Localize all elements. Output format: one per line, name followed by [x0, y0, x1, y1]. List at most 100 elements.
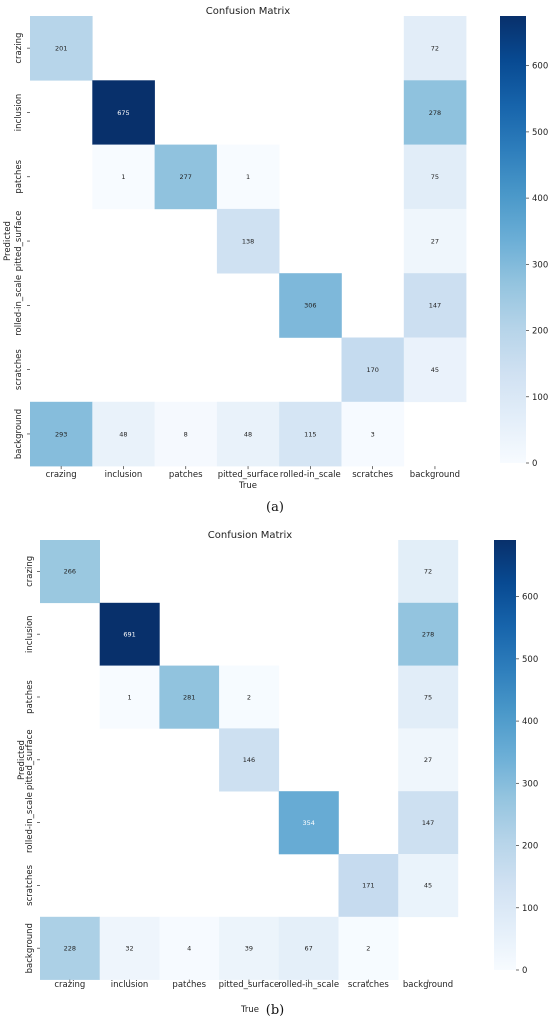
x-tick-inclusion: inclusion [105, 470, 143, 480]
cell-value: 201 [55, 44, 67, 52]
y-tick-labels: crazing inclusion patches pitted_surfacerol… [25, 556, 40, 973]
cell-value: 115 [304, 430, 316, 438]
chart-title: Confusion Matrix [206, 6, 290, 17]
colorbar-gradient [494, 540, 516, 970]
colorbar: 0 100 200 300 400 500 600 [500, 16, 548, 469]
cell-background-pitted_surface [219, 916, 280, 980]
cell-inclusion-background [398, 602, 459, 666]
y-tick-labels: crazing inclusion patches pitted_surfacerol… [14, 33, 30, 459]
colorbar-tick-label: 600 [522, 593, 538, 603]
x-tick-scratches: scratches [348, 980, 389, 990]
x-tick-crazing: crazing [54, 980, 85, 990]
chart-title: Confusion Matrix [208, 530, 292, 541]
cell-scratches-background [403, 337, 467, 403]
cell-value: 48 [244, 430, 252, 438]
cell-patches-background [398, 665, 459, 729]
cell-value: 354 [302, 819, 314, 827]
y-axis-label: Predicted [17, 740, 27, 780]
cell-value: 72 [424, 568, 432, 576]
colorbar-gradient [500, 16, 526, 463]
cell-crazing-crazing [30, 16, 93, 81]
cell-value: 228 [64, 945, 76, 953]
cell-value: 67 [305, 945, 313, 953]
colorbar-tick-label: 100 [532, 393, 548, 403]
cell-patches-inclusion [92, 144, 155, 210]
cell-patches-inclusion [99, 665, 160, 729]
y-axis-label: Predicted [3, 221, 13, 261]
y-tick-background: background [25, 923, 35, 973]
cell-pitted_surface-pitted_surface [216, 208, 280, 274]
cell-patches-pitted_surface [216, 144, 280, 210]
cell-crazing-crazing [40, 540, 100, 604]
y-tick-patches: patches [25, 680, 35, 714]
caption-a: (a) [266, 500, 284, 515]
cell-scratches-scratches [341, 337, 405, 403]
cell-crazing-background [403, 16, 467, 81]
cell-value: 48 [119, 430, 127, 438]
matrix-cells: 266 72 691 278 1 281 2 75 146 27 354 147 171 45 228 32 4… [40, 540, 459, 980]
cell-value: 146 [243, 756, 255, 764]
colorbar-tick-label: 0 [522, 966, 527, 976]
cell-background-inclusion [92, 401, 155, 467]
y-tick-pitted_surface: pitted_surface [25, 729, 35, 790]
cell-background-rolled-in_scale [278, 916, 339, 980]
cell-value: 171 [362, 882, 374, 890]
cell-pitted_surface-background [403, 208, 467, 274]
cell-pitted_surface-background [398, 728, 459, 792]
cell-background-inclusion [99, 916, 160, 980]
cell-value: 8 [184, 430, 188, 438]
x-tick-labels: crazing inclusion patches pitted_surfacerol… [54, 979, 453, 990]
x-tick-rolled-in_scale: rolled-in_scale [280, 470, 341, 480]
x-tick-pitted_surface: pitted_surface [219, 980, 280, 990]
cell-value: 691 [123, 631, 135, 639]
cell-background-scratches [341, 401, 405, 467]
y-tick-scratches: scratches [14, 349, 24, 390]
matrix-cells: 201 72 675 278 1 277 1 75 138 27 306 147 170 45 293 48 8… [30, 16, 467, 467]
colorbar-tick-label: 200 [522, 842, 538, 852]
cell-value: 2 [366, 945, 370, 953]
cell-value: 45 [431, 366, 439, 374]
cell-rolled-in_scale-rolled-in_scale [278, 791, 339, 855]
cell-value: 675 [117, 109, 129, 117]
colorbar-tick-label: 0 [532, 459, 537, 469]
x-tick-pitted_surface: pitted_surface [218, 470, 279, 480]
cell-value: 3 [371, 430, 375, 438]
y-tick-crazing: crazing [14, 33, 24, 64]
x-tick-inclusion: inclusion [111, 980, 149, 990]
cell-background-patches [159, 916, 220, 980]
cell-value: 293 [55, 430, 67, 438]
cell-value: 1 [246, 173, 250, 181]
y-tick-inclusion: inclusion [14, 94, 24, 132]
colorbar-tick-label: 400 [532, 194, 548, 204]
colorbar-tick-label: 300 [532, 260, 548, 270]
x-tick-patches: patches [172, 980, 206, 990]
cell-background-crazing [40, 916, 100, 980]
x-tick-background: background [410, 470, 460, 480]
y-tick-pitted_surface: pitted_surface [14, 211, 24, 272]
cell-value: 138 [242, 237, 254, 245]
cell-value: 1 [127, 693, 131, 701]
cell-value: 278 [422, 631, 434, 639]
colorbar-tick-label: 500 [522, 655, 538, 665]
cell-value: 306 [304, 302, 316, 310]
cell-background-rolled-in_scale [279, 401, 342, 467]
colorbar-tick-label: 500 [532, 128, 548, 138]
cell-value: 4 [187, 945, 191, 953]
cell-value: 75 [424, 693, 432, 701]
cell-rolled-in_scale-background [398, 791, 459, 855]
colorbar-tick-label: 200 [532, 327, 548, 337]
y-tick-patches: patches [14, 159, 24, 193]
x-axis-label: True [238, 481, 257, 491]
cell-patches-pitted_surface [219, 665, 280, 729]
y-tick-scratches: scratches [25, 864, 35, 905]
cell-rolled-in_scale-background [403, 273, 467, 338]
y-tick-rolled-in_scale: rolled-in_scale [14, 275, 24, 336]
cell-value: 27 [424, 756, 432, 764]
cell-patches-background [403, 144, 467, 210]
cell-value: 266 [64, 568, 76, 576]
x-tick-crazing: crazing [46, 470, 77, 480]
cell-crazing-background [398, 540, 459, 604]
cell-scratches-background [398, 854, 459, 918]
